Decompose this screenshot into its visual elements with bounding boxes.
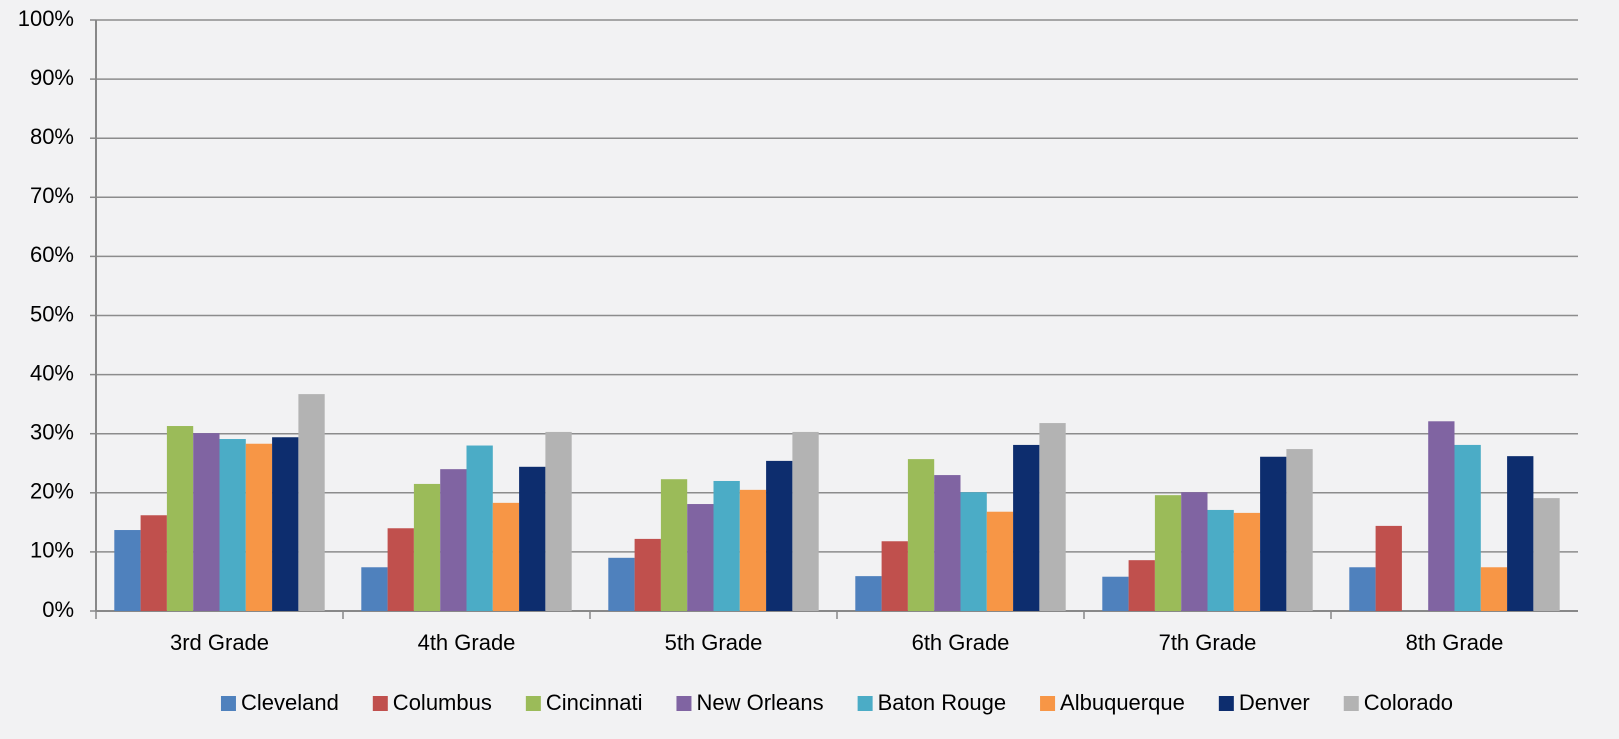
bar [766, 460, 793, 611]
x-tick-label: 8th Grade [1406, 630, 1504, 655]
bar [219, 439, 246, 611]
legend-label: Cleveland [241, 690, 339, 715]
bar [466, 445, 493, 611]
bar [1375, 525, 1402, 611]
bar [960, 492, 987, 611]
legend-label: Columbus [393, 690, 492, 715]
bar [608, 557, 635, 611]
y-tick-label: 70% [30, 183, 74, 208]
legend-label: Denver [1239, 690, 1310, 715]
bar [245, 443, 273, 611]
bar [1507, 456, 1534, 611]
y-tick-label: 50% [30, 301, 74, 326]
legend-swatch [1040, 696, 1056, 711]
bar [1102, 576, 1129, 611]
y-tick-label: 60% [30, 242, 74, 267]
bar [739, 489, 767, 611]
bar [634, 538, 661, 611]
bar [387, 528, 414, 611]
x-tick-label: 6th Grade [912, 630, 1010, 655]
bar [519, 466, 546, 611]
bar [1480, 567, 1508, 611]
bar [545, 431, 572, 611]
legend-swatch [857, 696, 873, 711]
bar [1428, 421, 1455, 611]
bar [713, 480, 740, 611]
y-tick-label: 100% [18, 6, 74, 31]
bar [855, 576, 882, 611]
bar [413, 483, 441, 611]
bar [687, 504, 714, 611]
bar [492, 502, 520, 611]
bar [1286, 449, 1313, 611]
bar [1128, 560, 1155, 611]
bar [1154, 495, 1182, 611]
y-tick-label: 20% [30, 479, 74, 504]
legend-swatch [525, 696, 541, 711]
bar [114, 530, 141, 611]
bar [660, 479, 688, 611]
bar [986, 511, 1014, 611]
x-tick-label: 4th Grade [418, 630, 516, 655]
x-tick-label: 7th Grade [1159, 630, 1257, 655]
bar [298, 394, 325, 611]
y-tick-label: 30% [30, 420, 74, 445]
bar [881, 541, 908, 611]
bar [440, 469, 467, 611]
y-tick-label: 10% [30, 538, 74, 563]
bar [1207, 509, 1234, 611]
legend-swatch [372, 696, 388, 711]
bar [934, 475, 961, 611]
legend-swatch [220, 696, 236, 711]
bar [166, 426, 194, 611]
bar [1533, 498, 1560, 611]
y-tick-label: 0% [42, 597, 74, 622]
bar [193, 433, 220, 611]
bar [1454, 444, 1481, 611]
bar [1039, 423, 1066, 611]
x-tick-label: 5th Grade [665, 630, 763, 655]
legend-label: Cincinnati [546, 690, 643, 715]
y-tick-label: 40% [30, 360, 74, 385]
y-tick-label: 80% [30, 124, 74, 149]
legend-label: New Orleans [696, 690, 823, 715]
bar [1260, 456, 1287, 611]
legend-label: Baton Rouge [878, 690, 1006, 715]
legend-swatch [1343, 696, 1359, 711]
bar [361, 567, 388, 611]
y-tick-label: 90% [30, 65, 74, 90]
legend-swatch [1218, 696, 1234, 711]
legend-label: Albuquerque [1060, 690, 1185, 715]
x-tick-label: 3rd Grade [170, 630, 269, 655]
legend-swatch [676, 696, 692, 711]
bar [1349, 567, 1376, 611]
bar [140, 515, 167, 611]
bar [792, 431, 819, 611]
legend-label: Colorado [1364, 690, 1453, 715]
bar [1181, 492, 1208, 611]
legend: Cleveland Columbus Cincinnati New Orleans Ba… [220, 690, 1453, 715]
bar [1013, 444, 1040, 611]
bar [272, 437, 299, 611]
bar [907, 459, 935, 611]
bar [1233, 512, 1261, 611]
